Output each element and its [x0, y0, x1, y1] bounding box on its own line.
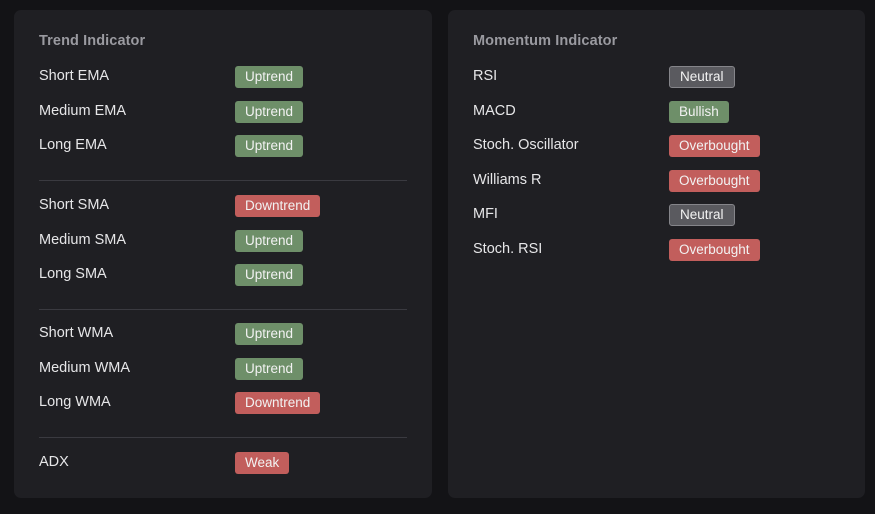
- indicator-row-stoch-oscillator: Stoch. Oscillator Overbought: [473, 135, 840, 171]
- indicator-label: Williams R: [473, 171, 542, 188]
- status-badge: Uptrend: [235, 357, 304, 380]
- indicator-label: MFI: [473, 206, 498, 222]
- indicator-label: ADX: [39, 454, 69, 470]
- indicator-label: Long EMA: [39, 137, 107, 153]
- indicator-label: MACD: [473, 102, 516, 119]
- indicator-row-medium-sma: Medium SMA Uptrend: [39, 229, 407, 266]
- indicator-label: Long SMA: [39, 266, 107, 282]
- indicator-row-mfi: MFI Neutral: [473, 204, 840, 240]
- ema-group: Short EMA Uptrend Medium EMA Uptrend Lon…: [39, 66, 407, 171]
- indicator-row-stoch-rsi: Stoch. RSI Overbought: [473, 238, 840, 275]
- indicator-row-medium-wma: Medium WMA Uptrend: [39, 357, 407, 394]
- indicator-row-medium-ema: Medium EMA Uptrend: [39, 100, 407, 137]
- indicator-label: Medium WMA: [39, 359, 131, 376]
- status-badge: Overbought: [669, 169, 760, 192]
- wma-group: Short WMA Uptrend Medium WMA Uptrend Lon…: [39, 323, 407, 428]
- indicator-label: Stoch. RSI: [473, 240, 543, 257]
- status-badge: Neutral: [669, 204, 735, 226]
- status-badge: Weak: [235, 452, 290, 474]
- indicator-label: Medium SMA: [39, 231, 127, 248]
- indicator-label: Short WMA: [39, 325, 114, 341]
- trend-indicator-card: Trend Indicator Short EMA Uptrend Medium…: [14, 10, 432, 498]
- indicator-row-adx: ADX Weak: [39, 452, 407, 488]
- indicator-row-long-sma: Long SMA Uptrend: [39, 264, 407, 300]
- status-badge: Downtrend: [235, 392, 321, 414]
- indicator-label: Short SMA: [39, 197, 110, 213]
- status-badge: Neutral: [669, 66, 735, 88]
- status-badge: Uptrend: [235, 323, 304, 345]
- indicator-label: Stoch. Oscillator: [473, 137, 579, 153]
- indicator-label: Short EMA: [39, 68, 110, 84]
- momentum-group: RSI Neutral MACD Bullish Stoch. Oscillat…: [473, 66, 840, 275]
- indicator-row-macd: MACD Bullish: [473, 100, 840, 137]
- status-badge: Uptrend: [235, 66, 304, 88]
- status-badge: Uptrend: [235, 135, 304, 157]
- momentum-indicator-card: Momentum Indicator RSI Neutral MACD Bull…: [448, 10, 865, 498]
- indicator-row-long-ema: Long EMA Uptrend: [39, 135, 407, 171]
- status-badge: Uptrend: [235, 264, 304, 286]
- status-badge: Downtrend: [235, 195, 321, 217]
- section-divider: [39, 180, 407, 181]
- indicator-label: RSI: [473, 68, 498, 84]
- indicator-label: Long WMA: [39, 394, 111, 410]
- trend-card-title: Trend Indicator: [39, 33, 146, 49]
- indicator-row-williams-r: Williams R Overbought: [473, 169, 840, 206]
- sma-group: Short SMA Downtrend Medium SMA Uptrend L…: [39, 195, 407, 300]
- status-badge: Uptrend: [235, 100, 304, 123]
- adx-group: ADX Weak: [39, 452, 407, 488]
- indicator-row-rsi: RSI Neutral: [473, 66, 840, 102]
- status-badge: Overbought: [669, 238, 760, 261]
- indicator-row-short-ema: Short EMA Uptrend: [39, 66, 407, 102]
- momentum-card-title: Momentum Indicator: [473, 33, 618, 49]
- status-badge: Bullish: [669, 100, 729, 123]
- indicator-row-short-sma: Short SMA Downtrend: [39, 195, 407, 231]
- indicator-row-short-wma: Short WMA Uptrend: [39, 323, 407, 359]
- status-badge: Uptrend: [235, 229, 304, 252]
- indicator-row-long-wma: Long WMA Downtrend: [39, 392, 407, 428]
- section-divider: [39, 437, 407, 438]
- status-badge: Overbought: [669, 135, 760, 157]
- section-divider: [39, 309, 407, 310]
- indicator-label: Medium EMA: [39, 102, 127, 119]
